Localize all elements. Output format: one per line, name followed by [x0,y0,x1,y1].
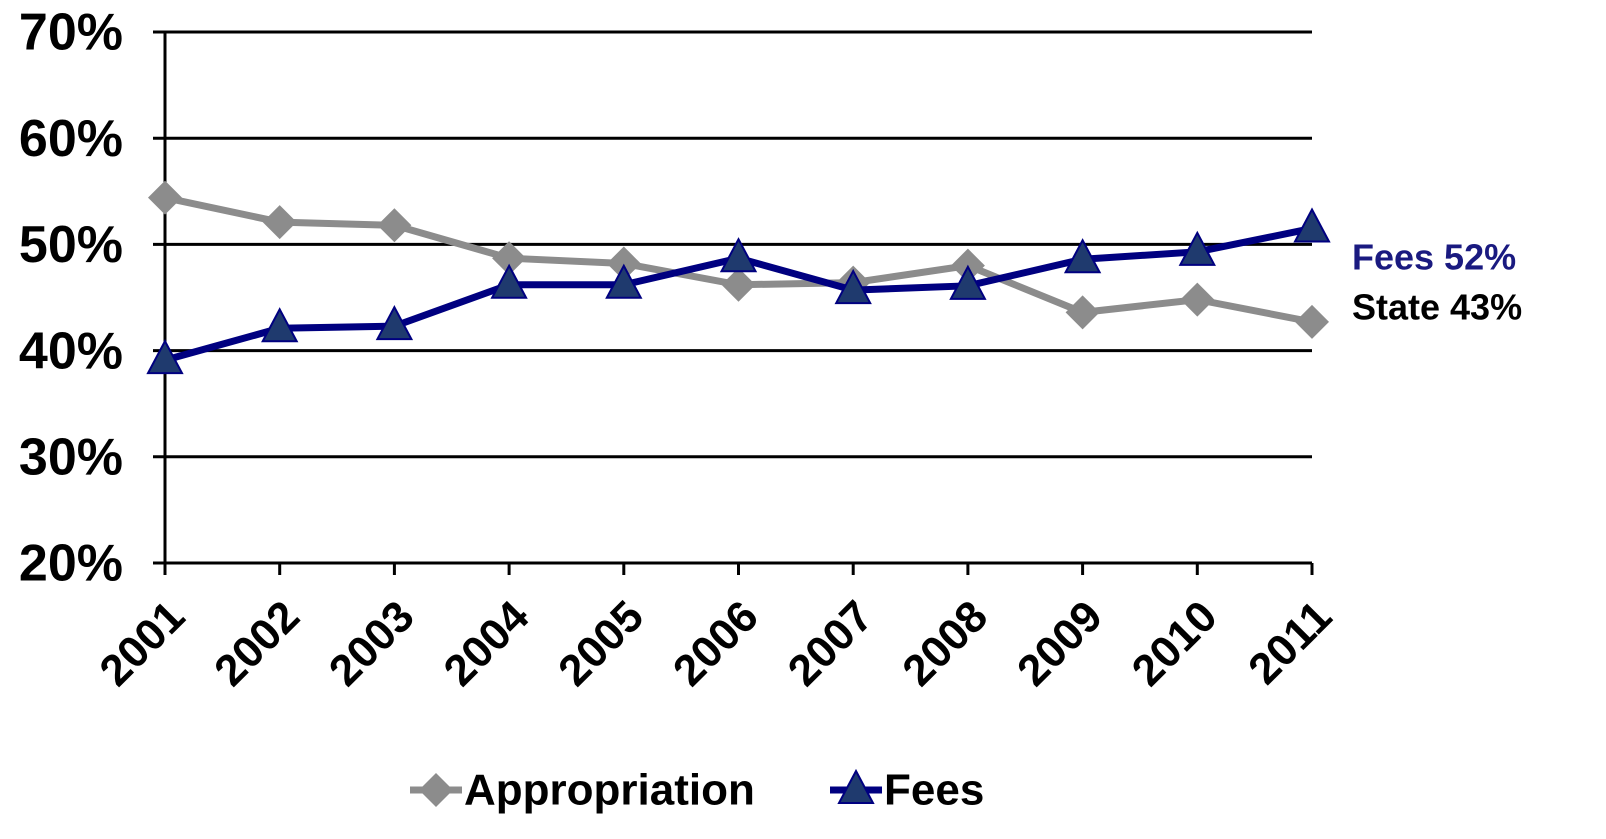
point [1063,238,1102,274]
point [262,205,297,240]
y-tick-label: 30% [19,429,123,487]
point [834,268,872,305]
point [1293,207,1331,243]
point [719,237,758,273]
x-tick-label: 2002 [205,592,309,696]
point [1178,230,1216,266]
y-tick-label: 60% [19,110,123,168]
y-tick-label: 40% [19,322,123,380]
x-tick-label: 2008 [893,592,997,696]
point [1065,295,1100,330]
x-tick-label: 2010 [1123,592,1227,696]
annotation: Fees 52% [1352,237,1516,278]
x-tick-label: 2007 [779,592,883,696]
legend-marker [837,768,875,804]
x-tick-label: 2004 [435,591,539,695]
point [721,267,756,302]
point [146,339,184,375]
x-tick-label: 2011 [1239,592,1341,694]
annotation: State 43% [1352,287,1522,328]
y-tick-label: 70% [19,4,123,62]
point [492,241,527,276]
x-tick-label: 2009 [1008,592,1112,696]
y-tick-label: 20% [19,535,123,593]
point [490,263,528,299]
point [375,305,414,341]
legend-label: Fees [884,766,984,815]
point [1295,304,1329,339]
point [606,246,641,281]
point [377,208,412,243]
point [148,180,182,215]
x-tick-label: 2001 [90,592,194,696]
point [949,264,987,300]
legend-label: Appropriation [464,766,755,815]
point [605,263,643,299]
x-tick-label: 2006 [664,592,768,696]
y-tick-label: 50% [19,216,123,274]
legend-marker [419,773,453,807]
x-tick-label: 2003 [320,592,424,696]
point [261,307,299,343]
x-tick-label: 2005 [549,592,653,696]
point [1180,282,1215,317]
